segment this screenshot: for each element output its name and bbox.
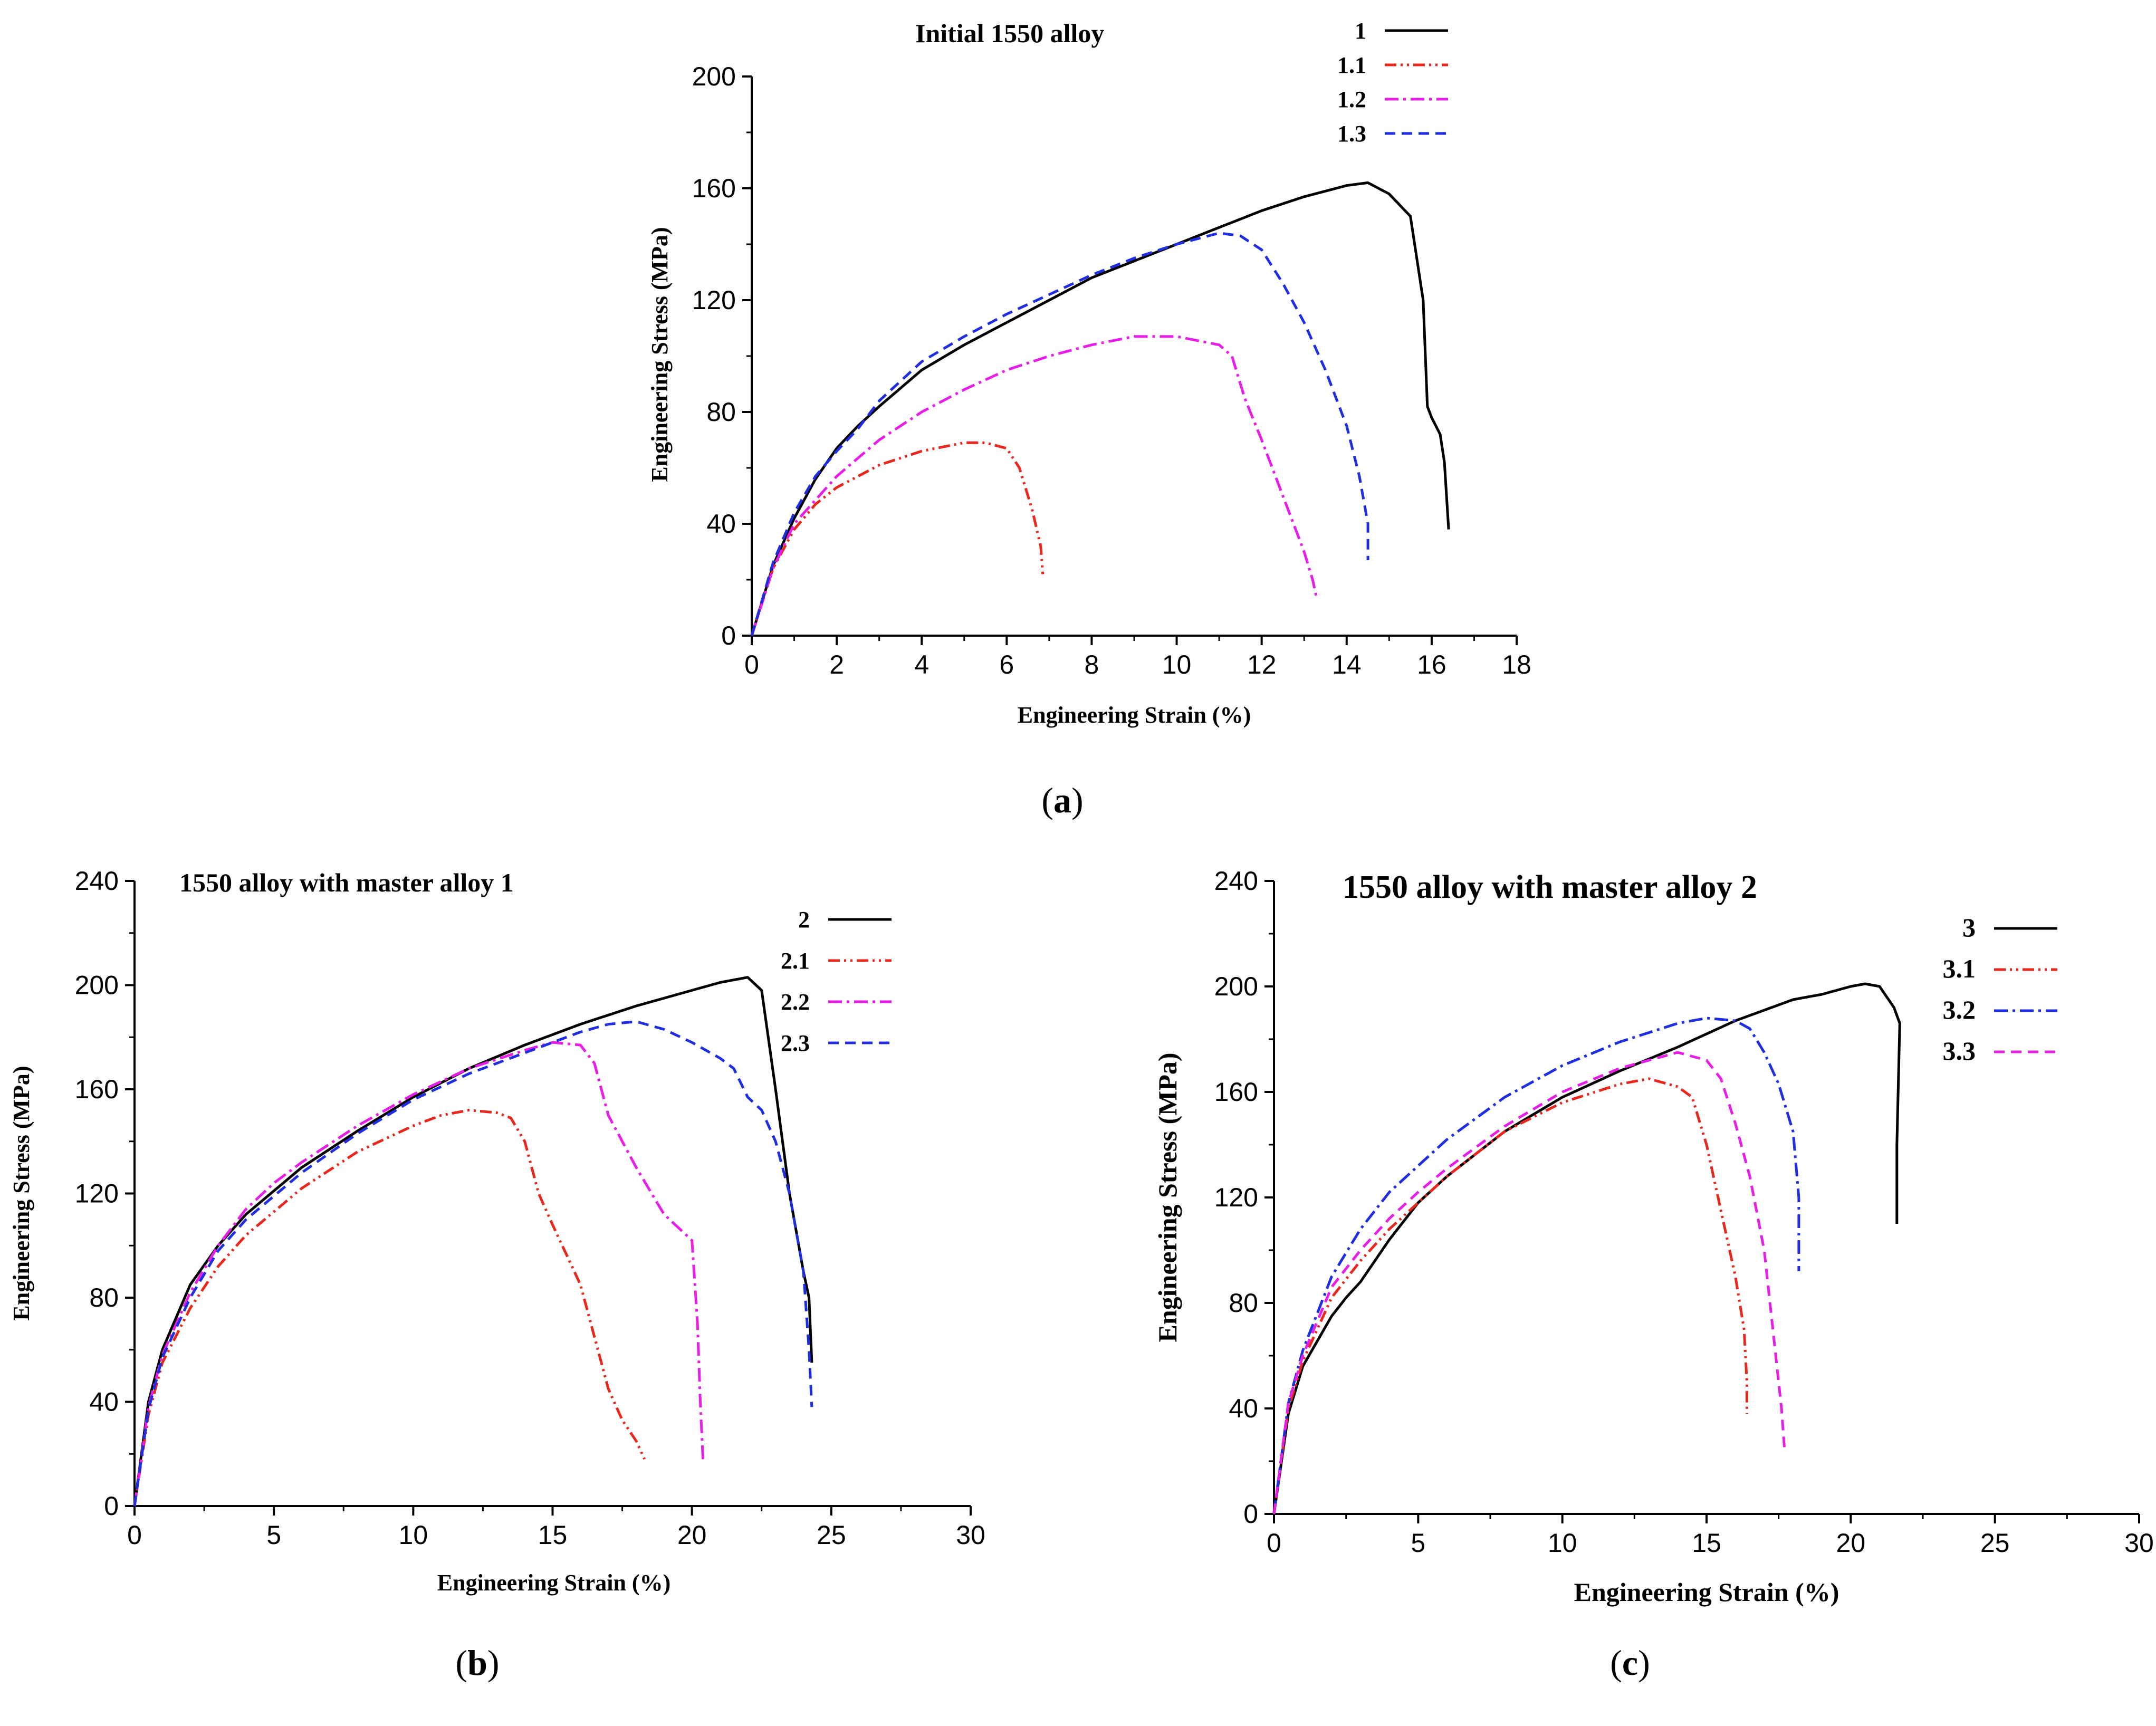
- caption-part: (: [1610, 1643, 1622, 1683]
- x-tick-label: 0: [1267, 1528, 1281, 1558]
- series-line-2-2: [133, 1041, 705, 1507]
- x-tick-label: 15: [1692, 1528, 1721, 1558]
- x-tick-label: 5: [266, 1520, 281, 1550]
- series-line-3-2: [1272, 1017, 1800, 1514]
- legend-label: 2.3: [781, 1030, 810, 1056]
- x-tick-label: 25: [817, 1520, 846, 1550]
- x-axis-label: Engineering Strain (%): [1018, 702, 1251, 728]
- x-tick-label: 6: [999, 650, 1014, 679]
- x-tick-label: 0: [127, 1520, 142, 1550]
- figure-caption: (a): [1041, 780, 1083, 820]
- y-tick-label: 120: [1214, 1183, 1258, 1212]
- y-axis-label: Engineering Stress (MPa): [647, 227, 673, 482]
- legend-label: 2.2: [781, 989, 810, 1015]
- y-tick-label: 40: [706, 509, 736, 539]
- legend: 3 3.1 3.2 3.3: [1943, 913, 2057, 1066]
- chart-title: Initial 1550 alloy: [915, 18, 1104, 48]
- legend-label: 1.3: [1337, 121, 1366, 147]
- y-tick-label: 160: [1214, 1077, 1258, 1107]
- x-tick-label: 10: [1162, 650, 1192, 679]
- legend-label: 2.1: [781, 948, 810, 974]
- series-line-1-2: [750, 335, 1318, 636]
- caption-part: c: [1622, 1643, 1638, 1683]
- caption-part: (: [455, 1643, 467, 1683]
- legend-label: 3: [1962, 913, 1976, 942]
- caption-part: a: [1053, 780, 1071, 820]
- y-tick-label: 0: [1243, 1499, 1258, 1529]
- series-line-1-3: [750, 232, 1369, 636]
- y-tick-label: 0: [104, 1491, 119, 1521]
- y-tick-label: 120: [692, 285, 736, 315]
- x-tick-label: 30: [2124, 1528, 2154, 1558]
- chart-title: 1550 alloy with master alloy 1: [179, 868, 514, 897]
- x-tick-label: 8: [1085, 650, 1099, 679]
- legend-label: 2: [798, 907, 810, 933]
- y-tick-label: 200: [692, 62, 736, 91]
- chart-panel-c: 0 5 10 15 20 25 30 0 40 80 120 160 200 240 Engineering…: [1153, 866, 2154, 1683]
- y-axis-label: Engineering Stress (MPa): [1153, 1052, 1182, 1342]
- y-tick-label: 200: [75, 971, 119, 1000]
- series-line-3-3: [1272, 1051, 1786, 1514]
- series-line-3: [1272, 982, 1901, 1514]
- y-axis-label: Engineering Stress (MPa): [8, 1066, 34, 1320]
- y-tick-label: 240: [1214, 866, 1258, 896]
- y-tick-label: 40: [89, 1387, 119, 1417]
- x-tick-label: 16: [1417, 650, 1446, 679]
- series-line-2-3: [133, 1020, 813, 1507]
- y-tick-label: 160: [75, 1075, 119, 1104]
- x-tick-label: 2: [829, 650, 844, 679]
- x-tick-label: 20: [677, 1520, 707, 1550]
- chart-title: 1550 alloy with master alloy 2: [1343, 869, 1757, 905]
- x-tick-label: 25: [1980, 1528, 2010, 1558]
- x-tick-label: 20: [1836, 1528, 1866, 1558]
- series-line-1-1: [750, 441, 1045, 636]
- caption-part: (: [1041, 780, 1053, 820]
- y-tick-label: 160: [692, 174, 736, 203]
- legend-label: 1.1: [1337, 52, 1366, 78]
- x-axis-label: Engineering Strain (%): [437, 1570, 670, 1596]
- legend-label: 3.3: [1943, 1036, 1976, 1066]
- caption-part: b: [467, 1643, 487, 1683]
- x-tick-label: 10: [1548, 1528, 1577, 1558]
- caption-part: ): [487, 1643, 500, 1683]
- x-tick-label: 10: [399, 1520, 428, 1550]
- y-tick-label: 80: [706, 397, 736, 427]
- chart-panel-b: 0 5 10 15 20 25 30 0 40 80 120 160 200 240 Engineering…: [8, 866, 985, 1683]
- y-tick-label: 40: [1229, 1394, 1258, 1423]
- x-tick-label: 15: [538, 1520, 568, 1550]
- y-tick-label: 240: [75, 866, 119, 896]
- x-tick-label: 5: [1411, 1528, 1425, 1558]
- chart-panel-a: 0 2 4 6 8 10 12 14 16 18 0 40 80 120 160 200 Engineering…: [647, 18, 1531, 820]
- series-line-2: [133, 976, 813, 1507]
- x-tick-label: 0: [744, 650, 759, 679]
- legend-label: 1: [1355, 18, 1366, 44]
- x-tick-label: 30: [956, 1520, 985, 1550]
- y-tick-label: 120: [75, 1179, 119, 1209]
- figure-caption: (b): [455, 1643, 499, 1683]
- series-line-2-1: [133, 1109, 646, 1507]
- legend-label: 1.2: [1337, 87, 1366, 112]
- legend: 2 2.1 2.2 2.3: [781, 907, 892, 1056]
- legend: 1 1.1 1.2 1.3: [1337, 18, 1448, 147]
- y-tick-label: 80: [89, 1283, 119, 1312]
- caption-part: ): [1071, 780, 1084, 820]
- x-tick-label: 4: [914, 650, 929, 679]
- figure-caption: (c): [1610, 1643, 1650, 1683]
- legend-label: 3.1: [1943, 954, 1976, 983]
- y-tick-label: 0: [721, 621, 736, 650]
- x-axis-label: Engineering Strain (%): [1574, 1577, 1839, 1607]
- series-line-3-1: [1272, 1077, 1748, 1514]
- x-tick-label: 12: [1247, 650, 1277, 679]
- caption-part: ): [1638, 1643, 1650, 1683]
- legend-label: 3.2: [1943, 995, 1976, 1024]
- y-tick-label: 200: [1214, 972, 1258, 1001]
- x-tick-label: 14: [1332, 650, 1362, 679]
- x-tick-label: 18: [1502, 650, 1531, 679]
- y-tick-label: 80: [1229, 1288, 1258, 1318]
